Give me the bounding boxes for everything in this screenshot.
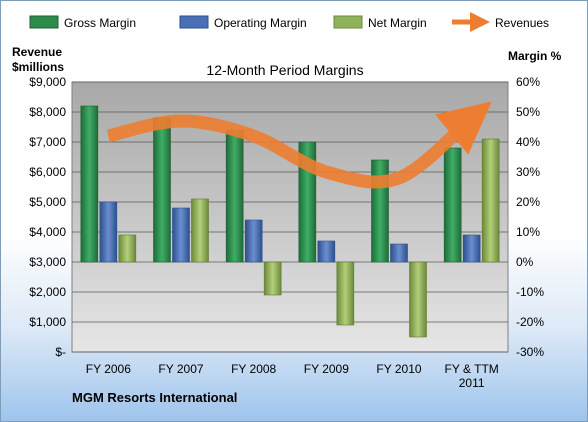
bar-operating-margin [462, 234, 481, 263]
bar-net-margin [409, 261, 427, 338]
chart-title: 12-Month Period Margins [206, 62, 363, 78]
legend-swatch-operating-margin [179, 15, 209, 29]
left-tick-label: $7,000 [29, 135, 66, 149]
category-labels: FY 2006 FY 2007 FY 2008 FY 2009 FY 2010 FY & … [86, 362, 499, 390]
right-axis-label: Margin % [508, 49, 562, 63]
revenue-line-layer [106, 101, 492, 189]
bar-operating-margin [244, 219, 263, 263]
bar-operating-margin [317, 240, 336, 263]
bar-gross-margin [153, 117, 171, 263]
legend-label-gross-margin: Gross Margin [64, 16, 136, 30]
bar-operating-margin [99, 201, 118, 263]
bar-operating-margin [390, 243, 408, 263]
left-tick-label: $6,000 [29, 165, 66, 179]
bar-net-margin [263, 261, 282, 296]
left-tick-label: $9,000 [29, 75, 66, 89]
right-tick-label: 0% [516, 255, 534, 269]
legend-swatch-net-margin [333, 15, 363, 29]
company-name: MGM Resorts International [72, 390, 237, 405]
left-tick-label: $8,000 [29, 105, 66, 119]
left-tick-label: $5,000 [29, 195, 66, 209]
right-tick-label: 50% [516, 105, 540, 119]
legend-label-net-margin: Net Margin [368, 16, 427, 30]
right-tick-label: 10% [516, 225, 540, 239]
right-tick-label: -20% [516, 315, 544, 329]
category-label: FY 2010 [376, 362, 421, 376]
category-label: FY & TTM [445, 362, 499, 376]
category-label: FY 2008 [231, 362, 276, 376]
left-axis-label-line2: $millions [12, 60, 64, 74]
left-tick-label: $- [55, 345, 66, 359]
category-label: FY 2007 [158, 362, 203, 376]
legend-label-revenues: Revenues [495, 16, 549, 30]
right-tick-label: -10% [516, 285, 544, 299]
legend: Gross Margin Operating Margin Net Margin… [29, 12, 549, 32]
bar-net-margin [336, 261, 355, 326]
left-axis-ticks: $- $1,000 $2,000 $3,000 $4,000 $5,000 $6,000 $7… [29, 75, 66, 359]
left-tick-label: $4,000 [29, 225, 66, 239]
bar-net-margin [118, 234, 137, 263]
category-label: FY 2006 [86, 362, 131, 376]
right-tick-label: 30% [516, 165, 540, 179]
bar-gross-margin [80, 105, 99, 263]
bar-gross-margin [443, 147, 462, 263]
legend-label-operating-margin: Operating Margin [214, 16, 307, 30]
left-tick-label: $2,000 [29, 285, 66, 299]
right-tick-label: 60% [516, 75, 540, 89]
bar-net-margin [191, 198, 209, 263]
revenue-line [106, 101, 492, 189]
category-label: 2011 [459, 376, 485, 390]
right-tick-label: 20% [516, 195, 540, 209]
right-tick-label: -30% [516, 345, 544, 359]
bar-operating-margin [172, 207, 190, 263]
left-tick-label: $3,000 [29, 255, 66, 269]
left-tick-label: $1,000 [29, 315, 66, 329]
category-label: FY 2009 [304, 362, 349, 376]
bar-gross-margin [225, 129, 244, 263]
left-axis-label-line1: Revenue [12, 45, 62, 59]
right-axis-ticks: -30% -20% -10% 0% 10% 20% 30% 40% 50% 60% [516, 75, 544, 359]
right-tick-label: 40% [516, 135, 540, 149]
legend-swatch-gross-margin [29, 15, 59, 29]
bar-net-margin [481, 138, 500, 263]
